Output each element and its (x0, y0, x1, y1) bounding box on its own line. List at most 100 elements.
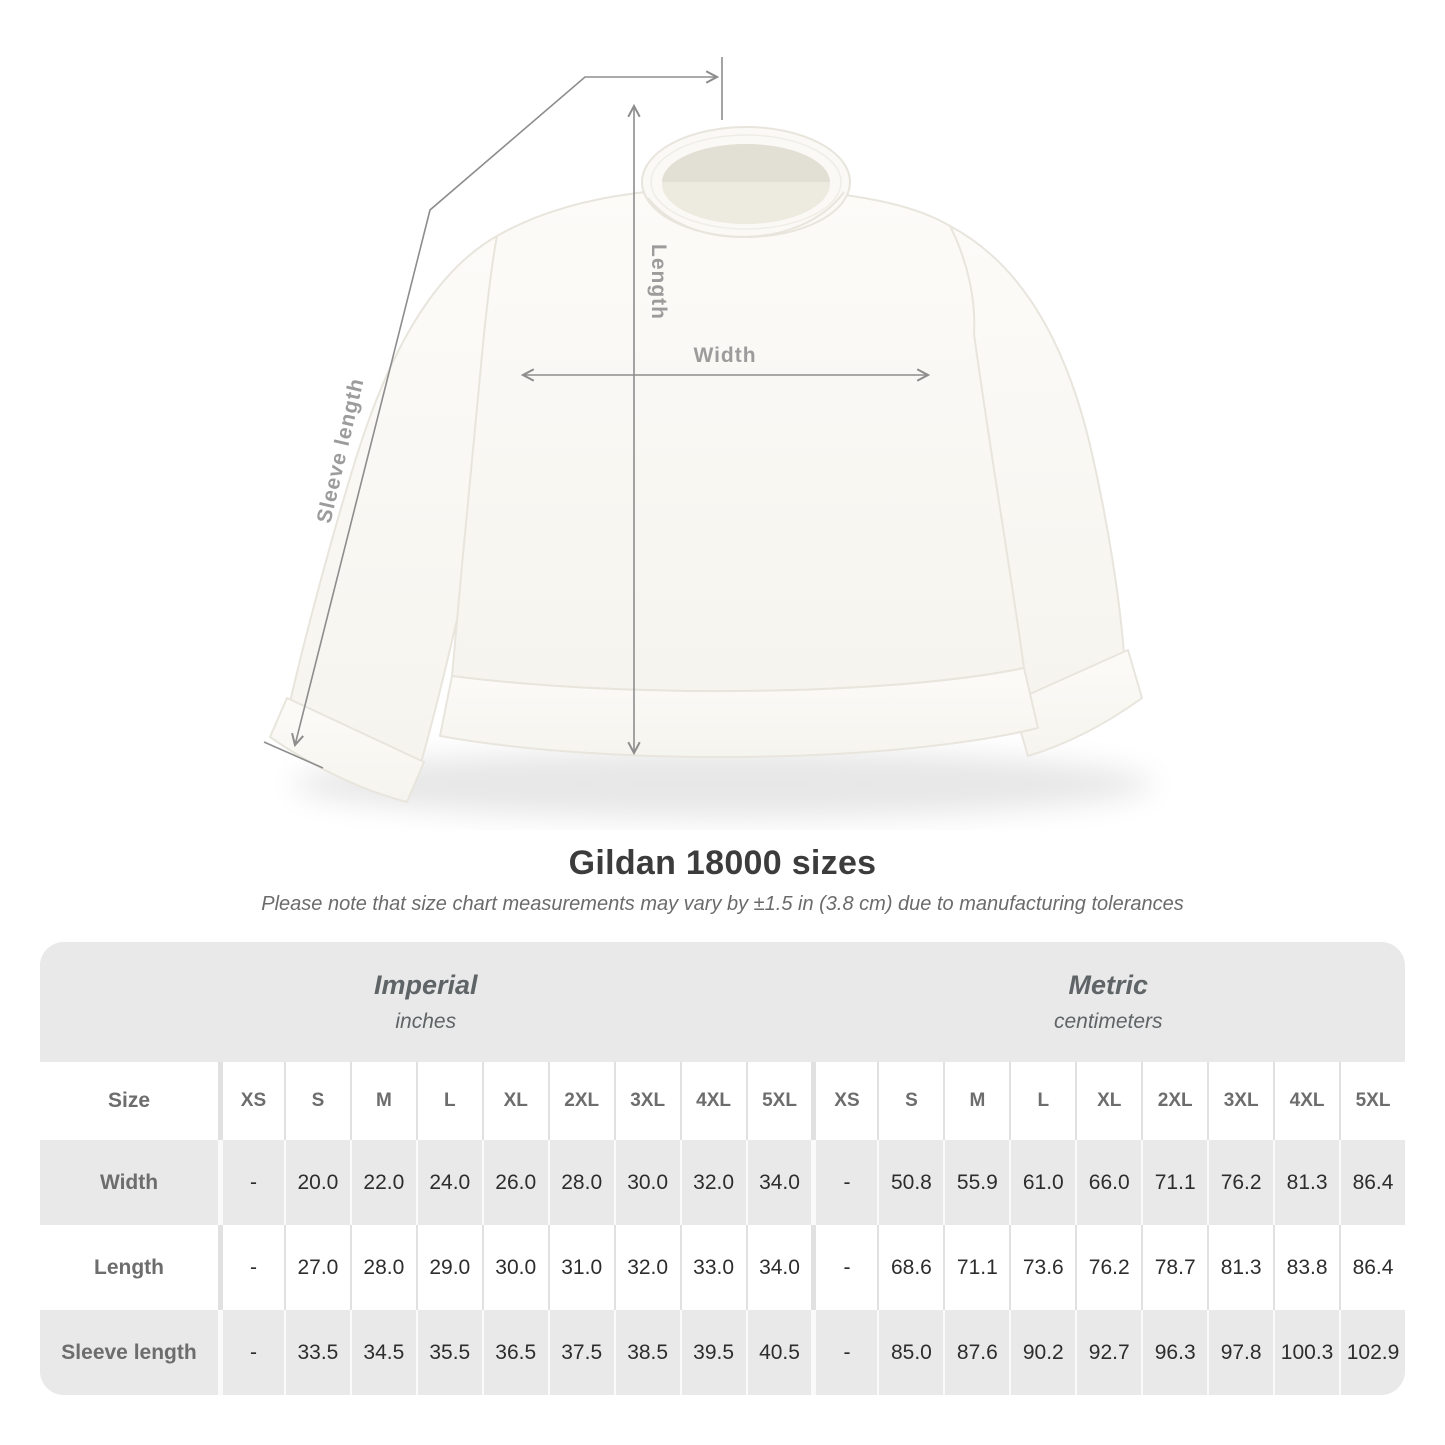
group-name: Metric (1068, 970, 1149, 1000)
size-column-header: 4XL (679, 1062, 746, 1140)
measurement-cell: - (811, 1140, 877, 1225)
measurement-cell: 68.6 (877, 1225, 943, 1310)
size-column-header: XL (1075, 1062, 1141, 1140)
row-label: Length (94, 1255, 164, 1279)
measurement-cell: 24.0 (415, 1140, 482, 1225)
table-row-sleeve-length: Sleeve length -33.5 34.5 35.5 36.5 37.5 38.5 3… (40, 1310, 1405, 1395)
garment-shadow (293, 750, 1153, 818)
group-unit: centimeters (1053, 1010, 1163, 1033)
measurement-cell: 33.0 (679, 1225, 746, 1310)
measurement-cell: 76.2 (1207, 1140, 1273, 1225)
group-name: Imperial (373, 970, 478, 1000)
size-column-header: 3XL (1207, 1062, 1273, 1140)
measurement-cell: 30.0 (481, 1225, 548, 1310)
measurement-cell: - (218, 1140, 284, 1225)
measurement-cell: 26.0 (481, 1140, 548, 1225)
length-label: Length (647, 244, 670, 320)
measurement-cell: 28.0 (547, 1140, 614, 1225)
measurement-cell: 31.0 (547, 1225, 614, 1310)
page-title: Gildan 18000 sizes (568, 844, 877, 882)
measurement-cell: 50.8 (877, 1140, 943, 1225)
measurement-cell: 92.7 (1075, 1310, 1141, 1395)
measurement-cell: 96.3 (1141, 1310, 1207, 1395)
metric-group-header: Metric centimeters (812, 942, 1406, 1062)
size-column-header: M (943, 1062, 1009, 1140)
size-column-header: XL (481, 1062, 548, 1140)
measurement-cell: 38.5 (613, 1310, 680, 1395)
measurement-cell: 66.0 (1075, 1140, 1141, 1225)
sweatshirt-body (451, 187, 1025, 693)
measurement-cell: 71.1 (1141, 1140, 1207, 1225)
measurement-cell: 87.6 (943, 1310, 1009, 1395)
measurement-cell: 100.3 (1273, 1310, 1339, 1395)
sweatshirt-illustration: Width Length Sleeve length (263, 57, 1153, 818)
table-row-width: Width -20.0 22.0 24.0 26.0 28.0 30.0 32.0 34.0-… (40, 1140, 1405, 1225)
measurement-cell: 40.5 (745, 1310, 812, 1395)
group-unit: inches (395, 1010, 457, 1033)
size-column-header: XS (218, 1062, 284, 1140)
size-column-header: 5XL (745, 1062, 812, 1140)
measurement-cell: - (218, 1225, 284, 1310)
measurement-cell: 34.5 (349, 1310, 416, 1395)
measurement-cell: 30.0 (613, 1140, 680, 1225)
row-label: Sleeve length (61, 1340, 197, 1364)
measurement-cell: 71.1 (943, 1225, 1009, 1310)
measurement-cell: 34.0 (745, 1140, 812, 1225)
unit-header-row: Imperial inches Metric centimeters (40, 942, 1405, 1062)
measurement-cell: 86.4 (1339, 1225, 1405, 1310)
measurement-cell: 97.8 (1207, 1310, 1273, 1395)
measurement-cell: 32.0 (679, 1140, 746, 1225)
size-column-header: 4XL (1273, 1062, 1339, 1140)
measurement-cell: 39.5 (679, 1310, 746, 1395)
measurement-cell: 73.6 (1009, 1225, 1075, 1310)
measurement-cell: 34.0 (745, 1225, 812, 1310)
size-column-header: 5XL (1339, 1062, 1405, 1140)
measurement-cell: 55.9 (943, 1140, 1009, 1225)
measurement-cell: 29.0 (415, 1225, 482, 1310)
size-column-header: XS (811, 1062, 877, 1140)
measurement-cell: 36.5 (481, 1310, 548, 1395)
measurement-cell: 61.0 (1009, 1140, 1075, 1225)
measurement-cell: 86.4 (1339, 1140, 1405, 1225)
measurement-cell: - (811, 1310, 877, 1395)
measurement-cell: 20.0 (283, 1140, 350, 1225)
measurement-cell: 37.5 (547, 1310, 614, 1395)
size-column-header: S (283, 1062, 350, 1140)
measurement-cell: 32.0 (613, 1225, 680, 1310)
size-column-header: M (349, 1062, 416, 1140)
measurement-cell: 83.8 (1273, 1225, 1339, 1310)
measurement-cell: 35.5 (415, 1310, 482, 1395)
measurement-cell: 78.7 (1141, 1225, 1207, 1310)
right-cuff (1011, 649, 1143, 757)
measurement-cell: 22.0 (349, 1140, 416, 1225)
measurement-cell: 102.9 (1339, 1310, 1405, 1395)
measurement-cell: 27.0 (283, 1225, 350, 1310)
size-table: Imperial inches Metric centimeters Size … (40, 942, 1405, 1395)
measurement-cell: - (218, 1310, 284, 1395)
measurement-cell: 90.2 (1009, 1310, 1075, 1395)
size-column-header: S (877, 1062, 943, 1140)
size-header-row: Size XS S M L XL 2XL 3XL 4XL 5XL XS S M L XL 2XL 3XL 4XL… (40, 1062, 1405, 1140)
tolerance-note: Please note that size chart measurements… (261, 893, 1184, 915)
size-column-header: 2XL (1141, 1062, 1207, 1140)
measurement-cell: - (811, 1225, 877, 1310)
cuff-tick (263, 741, 324, 769)
imperial-group-header: Imperial inches (40, 942, 812, 1062)
measurement-cell: 28.0 (349, 1225, 416, 1310)
measurement-cell: 33.5 (283, 1310, 350, 1395)
size-column-header: 2XL (547, 1062, 614, 1140)
measurement-cell: 85.0 (877, 1310, 943, 1395)
size-column-header: L (415, 1062, 482, 1140)
row-label: Width (99, 1170, 159, 1194)
measurement-cell: 76.2 (1075, 1225, 1141, 1310)
size-column-header: L (1009, 1062, 1075, 1140)
table-row-length: Length -27.0 28.0 29.0 30.0 31.0 32.0 33.0 34.0… (40, 1225, 1405, 1310)
measurement-cell: 81.3 (1273, 1140, 1339, 1225)
width-label: Width (693, 344, 756, 367)
row-label: Size (107, 1089, 151, 1112)
garment-diagram: Width Length Sleeve length (263, 57, 1153, 818)
size-column-header: 3XL (613, 1062, 680, 1140)
sleeve-length-line (291, 70, 720, 748)
measurement-cell: 81.3 (1207, 1225, 1273, 1310)
